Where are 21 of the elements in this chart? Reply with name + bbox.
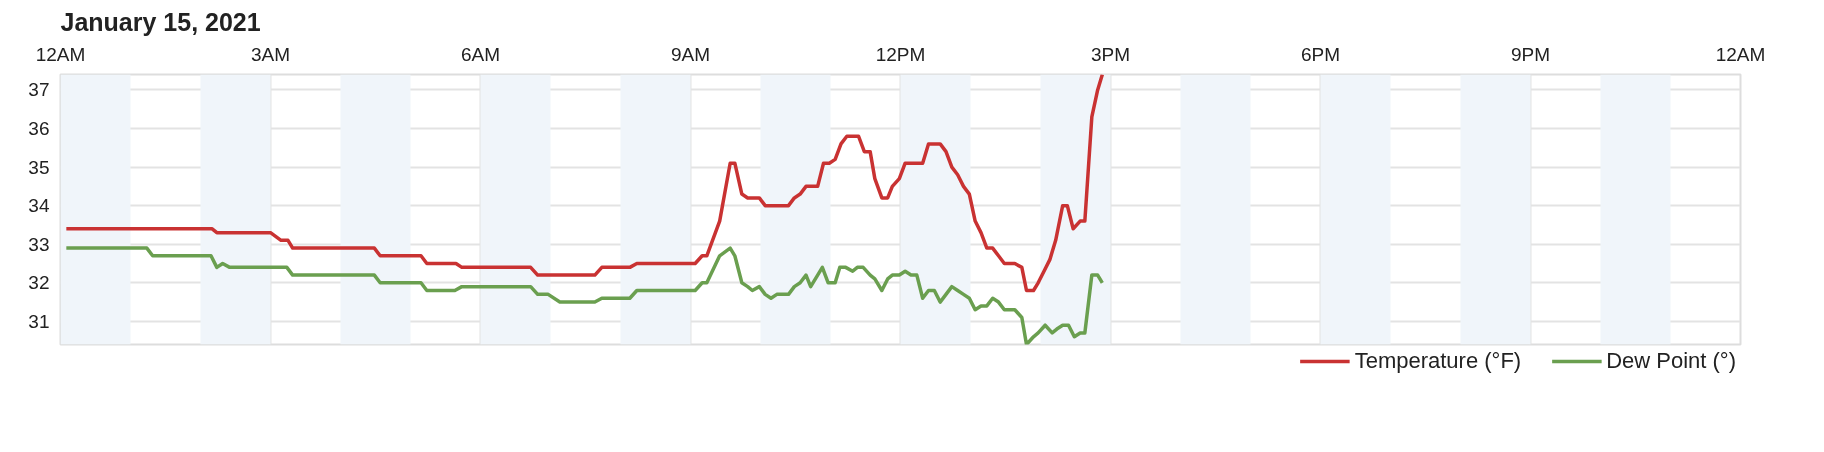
x-tick-label: 9AM <box>670 43 711 65</box>
y-tick-label: 31 <box>28 310 50 332</box>
x-tick-label: 12PM <box>875 43 926 65</box>
x-tick-label: 6AM <box>460 43 501 65</box>
x-tick-label: 3PM <box>1090 43 1131 65</box>
x-tick-label: 3AM <box>250 43 291 65</box>
chart-title: January 15, 2021 <box>60 7 261 36</box>
x-tick-label: 9PM <box>1510 43 1551 65</box>
line-series <box>64 74 1105 293</box>
legend-label: Dew Point (°) <box>1606 348 1736 374</box>
x-tick-label: 6PM <box>1300 43 1341 65</box>
x-tick-label: 12AM <box>1715 43 1766 65</box>
x-tick-label: 12AM <box>35 43 86 65</box>
legend-label: Temperature (°F) <box>1354 348 1522 374</box>
y-tick-label: 32 <box>28 272 50 294</box>
y-tick-label: 33 <box>28 233 50 255</box>
y-tick-label: 35 <box>28 156 50 178</box>
line-series <box>64 246 1105 345</box>
y-tick-label: 36 <box>28 118 50 139</box>
y-tick-label: 37 <box>28 79 50 101</box>
y-tick-label: 34 <box>28 195 50 217</box>
